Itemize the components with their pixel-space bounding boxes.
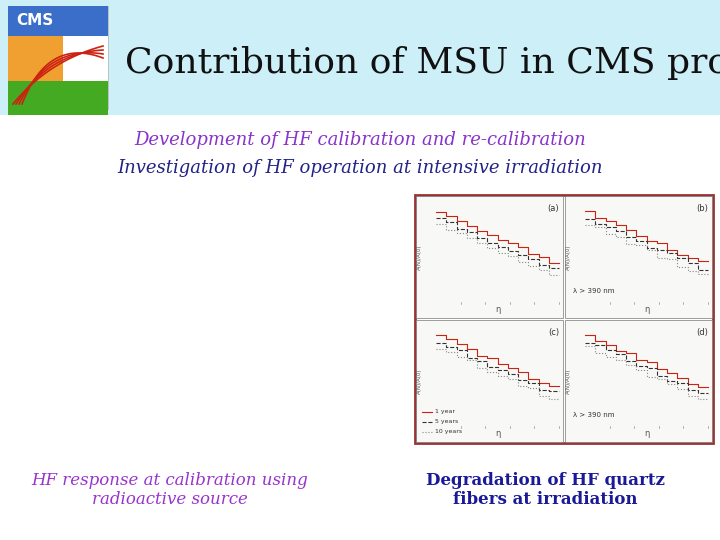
Text: η: η — [495, 305, 500, 314]
Text: A(N)/A(0): A(N)/A(0) — [565, 244, 570, 270]
Bar — [8, 81, 108, 115]
Text: (a): (a) — [547, 204, 559, 213]
Text: (b): (b) — [696, 204, 708, 213]
Text: Development of HF calibration and re-calibration: Development of HF calibration and re-cal… — [134, 131, 586, 149]
Text: λ > 390 nm: λ > 390 nm — [573, 412, 614, 418]
Text: Contribution of MSU in CMS project: Contribution of MSU in CMS project — [125, 46, 720, 80]
Text: A(N)/A(0): A(N)/A(0) — [565, 368, 570, 394]
Text: 5 years: 5 years — [435, 420, 458, 424]
Text: A(N)/A(0): A(N)/A(0) — [416, 244, 421, 270]
Text: 10 years: 10 years — [435, 429, 462, 435]
Bar — [8, 6, 108, 36]
Text: (d): (d) — [696, 328, 708, 337]
Text: Degradation of HF quartz
fibers at irradiation: Degradation of HF quartz fibers at irrad… — [426, 472, 665, 508]
Text: 1 year: 1 year — [435, 409, 455, 415]
Text: (c): (c) — [548, 328, 559, 337]
Polygon shape — [0, 0, 720, 115]
Text: CMS: CMS — [16, 13, 53, 28]
Text: η: η — [644, 429, 649, 438]
Text: A(N)/A(0): A(N)/A(0) — [416, 368, 421, 394]
Text: Investigation of HF operation at intensive irradiation: Investigation of HF operation at intensi… — [117, 159, 603, 177]
Bar — [416, 320, 563, 442]
Bar — [8, 36, 63, 81]
Bar — [565, 320, 712, 442]
Bar — [8, 6, 108, 109]
Text: η: η — [495, 429, 500, 438]
Text: η: η — [644, 305, 649, 314]
Bar — [565, 196, 712, 318]
Text: HF response at calibration using
radioactive source: HF response at calibration using radioac… — [32, 472, 308, 508]
Text: λ > 390 nm: λ > 390 nm — [573, 288, 614, 294]
Bar — [415, 195, 713, 443]
Bar — [416, 196, 563, 318]
